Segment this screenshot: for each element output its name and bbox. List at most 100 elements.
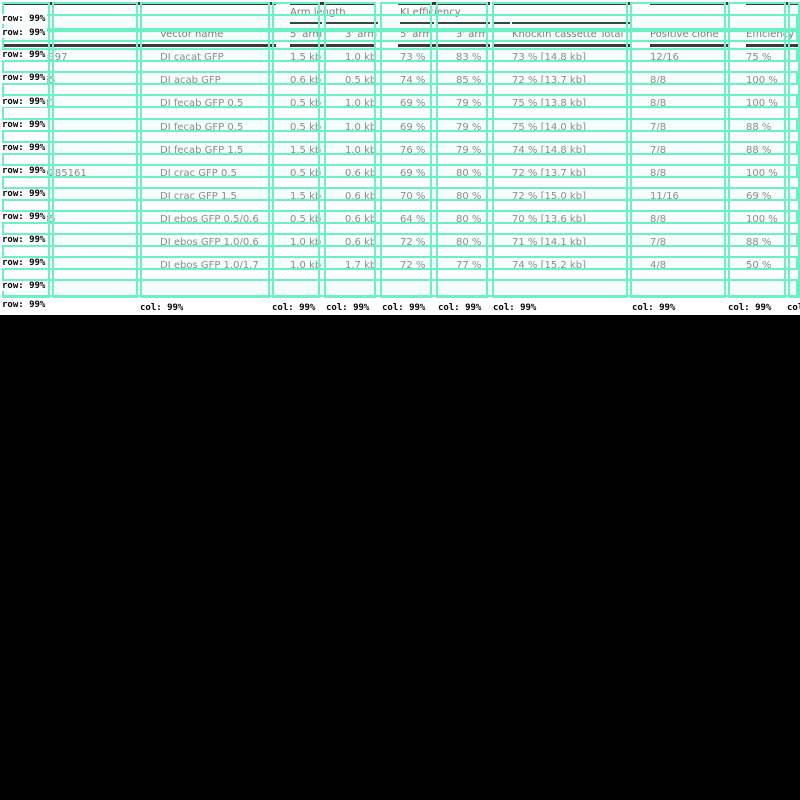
table-cell: 1.5 kb bbox=[290, 52, 322, 63]
table-cell: 79 % bbox=[456, 122, 482, 133]
column-header: Knockin cassette Total bbox=[512, 29, 624, 40]
group-rule bbox=[290, 22, 322, 24]
table-cell: 70 % bbox=[400, 191, 426, 202]
group-header: Arm length bbox=[290, 7, 346, 18]
group-rule bbox=[400, 22, 434, 24]
row-confidence-label: row: 99% bbox=[0, 97, 48, 107]
table-cell: 0.6 kb bbox=[345, 191, 377, 202]
table-cell: 79 % bbox=[456, 145, 482, 156]
header-rule bbox=[492, 44, 630, 47]
table-cell: 8/8 bbox=[650, 214, 667, 225]
table-cell: 69 % bbox=[400, 168, 426, 179]
column-detection-box bbox=[324, 2, 376, 298]
table-cell: 11/16 bbox=[650, 191, 679, 202]
header-rule bbox=[650, 44, 728, 47]
table-cell: 79 % bbox=[456, 98, 482, 109]
column-detection-box bbox=[728, 2, 786, 298]
table-cell: 69 % bbox=[400, 122, 426, 133]
table-cell: 100 % bbox=[746, 168, 778, 179]
table-cell: 1.7 kb bbox=[345, 260, 377, 271]
table-cell: 7/8 bbox=[650, 237, 667, 248]
table-cell: 75 % [13.8 kb] bbox=[512, 98, 586, 109]
table-cell: 83 % bbox=[456, 52, 482, 63]
table-cell: 100 % bbox=[746, 75, 778, 86]
table-cell: 4/8 bbox=[650, 260, 667, 271]
table-cell: 69 % bbox=[746, 191, 772, 202]
table-cell: 71 % [14.1 kb] bbox=[512, 237, 586, 248]
column-detection-box bbox=[788, 2, 800, 298]
table-cell: DJ ebos GFP 1.0/0.6 bbox=[160, 237, 259, 248]
table-cell: 72 % [13.7 kb] bbox=[512, 168, 586, 179]
table-cell: 1.0 kb bbox=[345, 52, 377, 63]
table-cell: 74 % [15.2 kb] bbox=[512, 260, 586, 271]
table-cell: 85 % bbox=[456, 75, 482, 86]
table-cell: 73 % [14.8 kb] bbox=[512, 52, 586, 63]
column-detection-box bbox=[140, 2, 270, 298]
table-cell: 75 % [14.0 kb] bbox=[512, 122, 586, 133]
table-cell: DJ acab GFP bbox=[160, 75, 221, 86]
table-cell: 76 % bbox=[400, 145, 426, 156]
table-cell: 8/8 bbox=[650, 168, 667, 179]
table-cell: 100 % bbox=[746, 98, 778, 109]
row-confidence-label: row: 99% bbox=[0, 281, 48, 291]
table-cell: 0.5 kb bbox=[290, 122, 322, 133]
table-cell: 72 % bbox=[400, 260, 426, 271]
row-confidence-label: row: 99% bbox=[0, 73, 48, 83]
header-rule bbox=[398, 44, 490, 47]
table-image: Arm length KI efficiency Vector name 5' arm… bbox=[0, 0, 800, 315]
table-cell: 64 % bbox=[400, 214, 426, 225]
table-cell: 75 % bbox=[746, 52, 772, 63]
table-cell: DJ cacat GFP bbox=[160, 52, 224, 63]
table-cell: DJ fecab GFP 1.5 bbox=[160, 145, 244, 156]
table-cell: 100 % bbox=[746, 214, 778, 225]
top-rule bbox=[2, 2, 276, 5]
table-cell: DJ fecab GFP 0.5 bbox=[160, 98, 244, 109]
table-cell: 70 % [13.6 kb] bbox=[512, 214, 586, 225]
header-rule bbox=[746, 44, 800, 47]
header-rule bbox=[2, 44, 276, 47]
table-cell: DJ crac GFP 1.5 bbox=[160, 191, 237, 202]
table-cell: 50 % bbox=[746, 260, 772, 271]
column-confidence-label: col: 99% bbox=[380, 303, 428, 313]
table-cell: 80 % bbox=[456, 191, 482, 202]
column-confidence-label: col: 99% bbox=[270, 303, 318, 313]
table-cell: DJ ebos GFP 1.0/1.7 bbox=[160, 260, 259, 271]
table-cell: 1.0 kb bbox=[290, 237, 322, 248]
table-cell: 72 % bbox=[400, 237, 426, 248]
table-cell: 7/8 bbox=[650, 145, 667, 156]
column-header: 3' arm bbox=[456, 29, 489, 40]
table-cell: 80 % bbox=[456, 214, 482, 225]
table-cell: 1.0 kb bbox=[290, 260, 322, 271]
header-rule bbox=[290, 44, 375, 47]
column-detection-box bbox=[380, 2, 432, 298]
table-cell: 0.6 kb bbox=[345, 237, 377, 248]
table-cell: DJ ebos GFP 0.5/0.6 bbox=[160, 214, 259, 225]
table-cell: 8/8 bbox=[650, 98, 667, 109]
column-header: Efficiency bbox=[746, 29, 795, 40]
column-header: 5' arm bbox=[400, 29, 433, 40]
row-confidence-label: row: 99% bbox=[0, 50, 48, 60]
column-confidence-label: col: 99% bbox=[726, 303, 774, 313]
table-cell: 0.6 kb bbox=[290, 75, 322, 86]
row-confidence-label: row: 99% bbox=[0, 235, 48, 245]
table-cell: 0.6 kb bbox=[345, 168, 377, 179]
column-confidence-label: col: 99% bbox=[630, 303, 678, 313]
row-confidence-label: row: 99% bbox=[0, 120, 48, 130]
table-cell: 74 % bbox=[400, 75, 426, 86]
column-confidence-label: col: 99% bbox=[138, 303, 186, 313]
table-cell: 0.6 kb bbox=[345, 214, 377, 225]
table-cell: 80 % bbox=[456, 168, 482, 179]
table-cell: 77 % bbox=[456, 260, 482, 271]
row-confidence-label: row: 99% bbox=[0, 189, 48, 199]
table-cell: 0.5 kb bbox=[290, 168, 322, 179]
table-cell: 8/8 bbox=[650, 75, 667, 86]
table-cell: 72 % [15.0 kb] bbox=[512, 191, 586, 202]
row-confidence-label: row: 99% bbox=[0, 300, 48, 310]
table-cell: 73 % bbox=[400, 52, 426, 63]
table-cell: 0.5 kb bbox=[345, 75, 377, 86]
table-cell: 0.5 kb bbox=[290, 98, 322, 109]
column-confidence-label: col: 99% bbox=[324, 303, 372, 313]
column-header: Vector name bbox=[160, 29, 224, 40]
row-confidence-label: row: 99% bbox=[0, 28, 48, 38]
table-cell: 88 % bbox=[746, 122, 772, 133]
